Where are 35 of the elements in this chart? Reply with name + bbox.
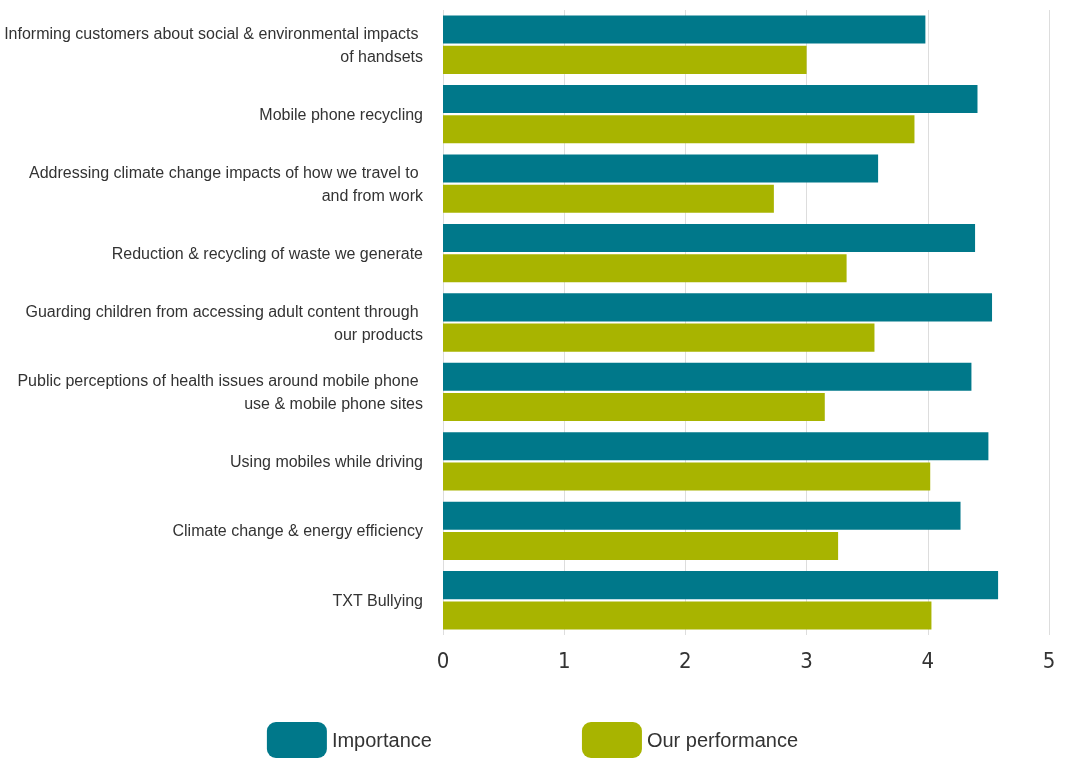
y-tick-label: TXT Bullying [332,591,423,609]
y-tick-label: Climate change & energy efficiency [172,522,423,540]
y-tick-label: Reduction & recycling of waste we generate [111,244,424,262]
y-tick-label: Guarding children from accessing adult content through our products [25,302,423,343]
bar [443,432,989,461]
bar [443,501,961,530]
y-tick-label: Addressing climate change impacts of how we travel to and from work [29,163,424,204]
x-tick-label: 1 [557,647,571,673]
x-tick-label: 5 [1042,647,1056,673]
bar [443,223,976,252]
bar [443,184,774,213]
bar [443,15,926,44]
x-tick-label: 0 [436,647,450,673]
y-tick-label: Public perceptions of health issues around mobile phone use & mobile phone sites [17,371,423,412]
bar [443,571,999,600]
x-tick-label: 4 [921,647,935,673]
bar [443,254,847,283]
y-tick-label: Using mobiles while driving [230,452,423,470]
legend-label: Importance [331,729,432,751]
y-tick-label: Informing customers about social & environmental impacts of handsets [4,24,423,65]
bar [443,85,978,114]
bar [443,601,932,630]
x-tick-label: 3 [800,647,813,673]
bar [443,462,931,491]
bar [443,45,807,74]
bar [443,531,839,560]
bar [443,393,825,422]
legend-label: Our performance [646,729,799,751]
x-tick-label: 2 [679,647,692,673]
bar [443,115,915,144]
bar [443,293,993,322]
bar [443,154,879,183]
bar [443,362,972,391]
bar [443,323,875,352]
y-tick-label: Mobile phone recycling [259,105,423,123]
